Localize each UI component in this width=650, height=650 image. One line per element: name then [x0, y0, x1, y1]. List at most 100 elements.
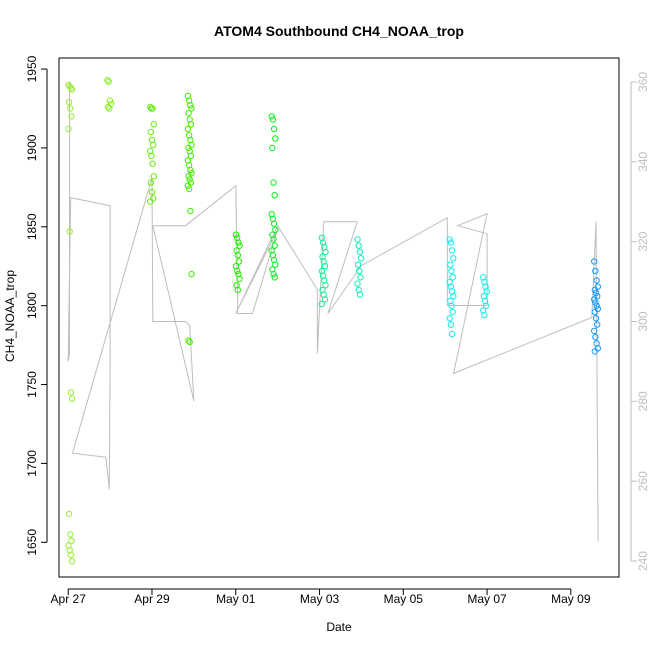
data-point	[447, 261, 454, 268]
data-point	[184, 182, 192, 190]
data-point	[150, 173, 158, 180]
data-point	[357, 255, 365, 262]
data-point	[448, 267, 455, 275]
data-point	[449, 308, 456, 316]
axes-layer: Apr 27 Apr 29 May 01 May 03 May 05 May 07 May …	[25, 55, 650, 606]
y2-tick-label: 320	[636, 231, 650, 251]
y2-tick-label: 240	[636, 551, 650, 571]
plot-frame	[58, 57, 620, 578]
data-point	[448, 330, 456, 338]
data-point	[106, 97, 114, 104]
x-tick-label: May 03	[300, 592, 340, 606]
data-point	[68, 558, 76, 565]
x-tick-label: May 09	[551, 592, 591, 606]
y-tick-label: 1900	[25, 134, 39, 161]
data-point	[594, 321, 601, 328]
data-point	[268, 113, 275, 120]
data-point	[270, 236, 277, 243]
data-point	[272, 226, 279, 234]
data-point	[270, 179, 277, 186]
data-point	[592, 267, 599, 275]
data-point	[592, 334, 599, 341]
y-tick-label: 1700	[25, 450, 39, 477]
data-point	[448, 302, 455, 309]
x-tick-label: Apr 29	[134, 592, 170, 606]
data-point	[591, 327, 598, 335]
data-point	[354, 236, 361, 243]
data-point	[591, 258, 598, 265]
data-point	[185, 144, 192, 152]
data-point	[450, 255, 457, 262]
data-point	[68, 395, 76, 402]
data-point	[449, 274, 456, 281]
data-point	[270, 125, 278, 133]
y2-tick-label: 340	[636, 151, 650, 171]
data-point	[150, 121, 158, 128]
data-point	[187, 121, 195, 128]
y2-tick-label: 280	[636, 391, 650, 411]
data-point	[321, 263, 329, 270]
y-tick-label: 1950	[25, 55, 39, 82]
data-point	[447, 239, 455, 246]
data-point	[592, 289, 600, 297]
data-point	[270, 220, 278, 227]
data-point	[187, 207, 194, 215]
data-point	[68, 537, 75, 544]
data-point	[322, 282, 329, 289]
data-point	[104, 103, 112, 111]
data-point	[65, 510, 73, 518]
data-point	[67, 84, 75, 92]
data-point	[271, 274, 278, 281]
data-point	[592, 315, 600, 322]
data-point	[147, 128, 155, 136]
data-point	[272, 261, 279, 268]
data-point	[270, 270, 277, 278]
data-point	[188, 270, 195, 278]
data-point	[149, 105, 156, 112]
data-point	[67, 105, 74, 112]
data-point	[591, 296, 598, 303]
data-point	[185, 110, 192, 117]
data-point	[66, 228, 73, 235]
data-point	[236, 242, 243, 249]
data-point	[356, 267, 363, 275]
chart-title: ATOM4 Southbound CH4_NOAA_trop	[214, 23, 464, 39]
data-point	[67, 551, 75, 559]
data-point	[187, 102, 194, 109]
data-point	[65, 99, 73, 106]
data-point	[68, 86, 76, 93]
data-point	[318, 300, 326, 308]
data-point	[147, 179, 155, 186]
data-point	[446, 236, 453, 243]
data-point	[235, 239, 242, 246]
data-point	[65, 125, 72, 133]
data-point	[321, 296, 329, 303]
data-point	[68, 113, 75, 120]
data-point	[184, 125, 192, 133]
data-point	[188, 105, 195, 112]
data-point	[187, 166, 194, 174]
data-point	[234, 286, 242, 294]
data-point	[150, 141, 157, 149]
data-point	[450, 293, 457, 300]
data-point	[149, 160, 156, 167]
y2-tick-label: 300	[636, 311, 650, 331]
data-point	[271, 242, 278, 249]
data-point	[269, 116, 277, 123]
data-point	[236, 275, 243, 283]
altitude-trace-layer	[67, 82, 599, 542]
data-point	[481, 311, 488, 319]
data-point	[591, 348, 598, 355]
data-point	[187, 152, 195, 160]
y2-tick-label: 260	[636, 471, 650, 491]
data-point	[232, 231, 240, 238]
data-point	[448, 247, 456, 254]
data-point	[592, 299, 599, 306]
data-point	[148, 152, 155, 160]
data-point	[354, 261, 362, 268]
x-tick-label: Apr 27	[51, 592, 87, 606]
data-point	[272, 135, 279, 142]
x-axis-label: Date	[326, 620, 352, 634]
data-point	[483, 302, 490, 309]
